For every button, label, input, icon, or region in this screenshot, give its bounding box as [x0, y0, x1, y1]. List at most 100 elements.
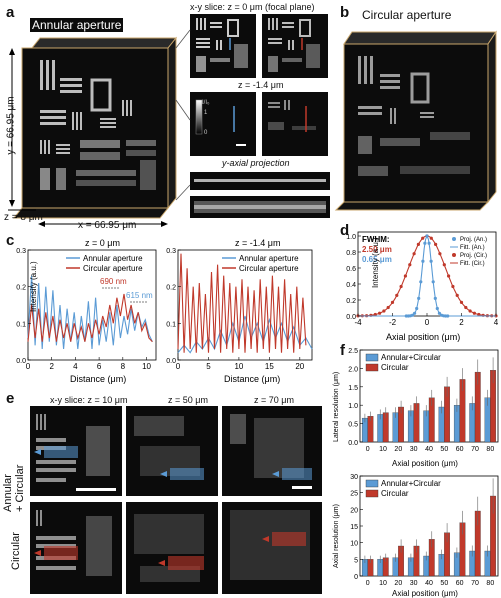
f-bottom-yticks-label: 20	[350, 507, 358, 514]
c-left-title: z = 0 μm	[85, 238, 120, 248]
c-right-xticks-label: 5	[206, 362, 211, 371]
d-proj-point	[423, 241, 427, 245]
d-proj-point	[477, 312, 481, 317]
f-top-xticks-label: 70	[471, 446, 479, 453]
f-bottom-legend-2: Circular	[381, 489, 409, 498]
d-yticks-label: 0.0	[346, 314, 356, 321]
c-right-plot	[177, 253, 313, 354]
d-proj-point	[437, 311, 441, 315]
d-xticks-label: 0	[425, 318, 430, 327]
c-left-xticks-label: 8	[121, 362, 126, 371]
f-top-xticks-label: 80	[486, 446, 494, 453]
f-top-yticks-label: 0.0	[348, 440, 358, 447]
c-right-xticks-label: 20	[295, 362, 304, 371]
c-left-yticks: 0.0 0.1 0.2 0.3	[16, 248, 31, 365]
e-title-2: z = 50 μm	[168, 395, 208, 405]
f-bottom-xticks-label: 20	[394, 580, 402, 587]
f-bottom-yticks-label: 5	[354, 557, 358, 564]
annular-slice-z0	[190, 14, 256, 78]
d-legend-2: Fitt. (An.)	[460, 245, 485, 251]
e-title-3: z = 70 μm	[254, 395, 294, 405]
c-ann-690: 690 nm	[100, 277, 127, 286]
d-legend-marker-3	[452, 253, 456, 257]
c-left-legend-1: Annular aperture	[83, 254, 143, 263]
c-right-xticks-label: 15	[265, 362, 274, 371]
f-top-xticks-label: 0	[366, 446, 370, 453]
f-top-legend-swatch-2	[365, 363, 379, 372]
d-proj-point	[382, 309, 386, 313]
y-dimension-label: y = 66.95 μm	[5, 96, 17, 155]
f-top-ylabel: Lateral resolution (μm)	[333, 372, 340, 442]
f-top-yticks-label: 2.0	[348, 366, 358, 373]
colorbar-label: I/I₀	[202, 100, 210, 106]
c-right-legend-2: Circular aperture	[239, 264, 299, 273]
c-left-xlabel: Distance (μm)	[70, 374, 126, 384]
f-top-plot	[361, 357, 496, 443]
chart-d: -4 -2 0 2 4 0.0 0.2 0.4 0.6 0.8 1.0 FWHM: 2.50 μm…	[346, 231, 499, 342]
f-top-yticks-label: 0.5	[348, 422, 358, 429]
d-yticks: 0.0 0.2 0.4 0.6 0.8 1.0	[346, 234, 361, 321]
f-bottom-legend-swatch-1	[365, 479, 379, 488]
c-right-yticks: 0.0 0.1 0.2 0.3	[166, 248, 181, 365]
d-fwhm-red: 2.50 μm	[362, 245, 392, 254]
circular-slice-z0	[262, 14, 328, 78]
d-yticks-label: 0.2	[346, 298, 356, 305]
panel-label-e: e	[6, 390, 15, 407]
d-xticks-label: 2	[459, 318, 464, 327]
f-bottom-xticks-label: 70	[471, 580, 479, 587]
annular-projection	[190, 172, 330, 190]
d-proj-point	[472, 311, 476, 315]
c-right-title: z = -1.4 μm	[235, 238, 280, 248]
f-top-yticks-label: 1.5	[348, 385, 358, 392]
d-proj-point	[434, 242, 438, 246]
c-right-xlabel: Distance (μm)	[224, 374, 280, 384]
e-row2-label: Circular	[10, 532, 22, 570]
d-proj-point	[421, 236, 425, 240]
d-proj-point	[386, 305, 390, 310]
d-proj-point	[446, 314, 450, 318]
c-left-plot-series-annular	[27, 275, 153, 350]
f-top-xticks-label: 10	[379, 446, 387, 453]
slice-title-2: z = -1.4 μm	[238, 80, 284, 90]
d-proj-point	[395, 293, 399, 297]
e-image-grid	[30, 406, 322, 594]
f-top-legend-swatch-1	[365, 353, 379, 362]
f-top-yticks-label: 1.0	[348, 403, 358, 410]
d-xticks: -4 -2 0 2 4	[354, 313, 499, 327]
d-proj-point	[442, 263, 446, 267]
slice-title: x-y slice: z = 0 μm (focal plane)	[190, 2, 315, 12]
d-proj-point	[417, 296, 421, 300]
d-proj-point	[429, 236, 433, 240]
d-legend-4: Fitt. (Cir.)	[460, 261, 485, 267]
c-right-xticks-label: 0	[176, 362, 181, 371]
c-left-xticks-label: 6	[97, 362, 102, 371]
c-right-plot-series-annular	[177, 315, 313, 354]
c-right-xticks-label: 10	[234, 362, 243, 371]
f-bottom-xticks: 0 10 20 30 40 50 60 70 80	[366, 580, 495, 587]
d-ylabel: Intensity (a.u.)	[371, 237, 380, 288]
panel-label-a: a	[6, 4, 15, 21]
f-top-xticks-label: 50	[440, 446, 448, 453]
d-proj-point	[390, 300, 395, 304]
d-proj-point	[435, 306, 439, 311]
f-bottom-legend-1: Annular+Circular	[381, 479, 441, 488]
d-proj-point	[429, 259, 433, 263]
c-right-legend-1: Annular aperture	[239, 254, 299, 263]
f-bottom-xlabel: Axial position (μm)	[392, 589, 458, 598]
d-yticks-label: 0.6	[346, 266, 356, 273]
d-legend-1: Proj. (An.)	[460, 237, 487, 243]
d-proj-point	[373, 312, 377, 317]
d-proj-point	[431, 280, 435, 284]
c-left-xticks-label: 0	[26, 362, 31, 371]
d-xticks-label: 4	[494, 318, 499, 327]
panel-label-f: f	[340, 342, 345, 359]
d-proj-point	[410, 313, 415, 317]
d-fwhm-blue: 0.65 μm	[362, 255, 392, 264]
f-bottom-plot	[361, 478, 496, 577]
c-right-yticks-label: 0.2	[166, 285, 176, 292]
f-bottom-xticks-label: 80	[486, 580, 494, 587]
f-top-legend-2: Circular	[381, 363, 409, 372]
annular-volume-render	[8, 36, 178, 227]
chart-f: 0 10 20 30 40 50 60 70 80 0 10 20 30 40 50 60 70 80 0.00…	[333, 348, 499, 598]
chart-c: z = 0 μm z = -1.4 μm 0 2 4 6 8 10 0 5 10 15 20 0.…	[16, 238, 313, 384]
